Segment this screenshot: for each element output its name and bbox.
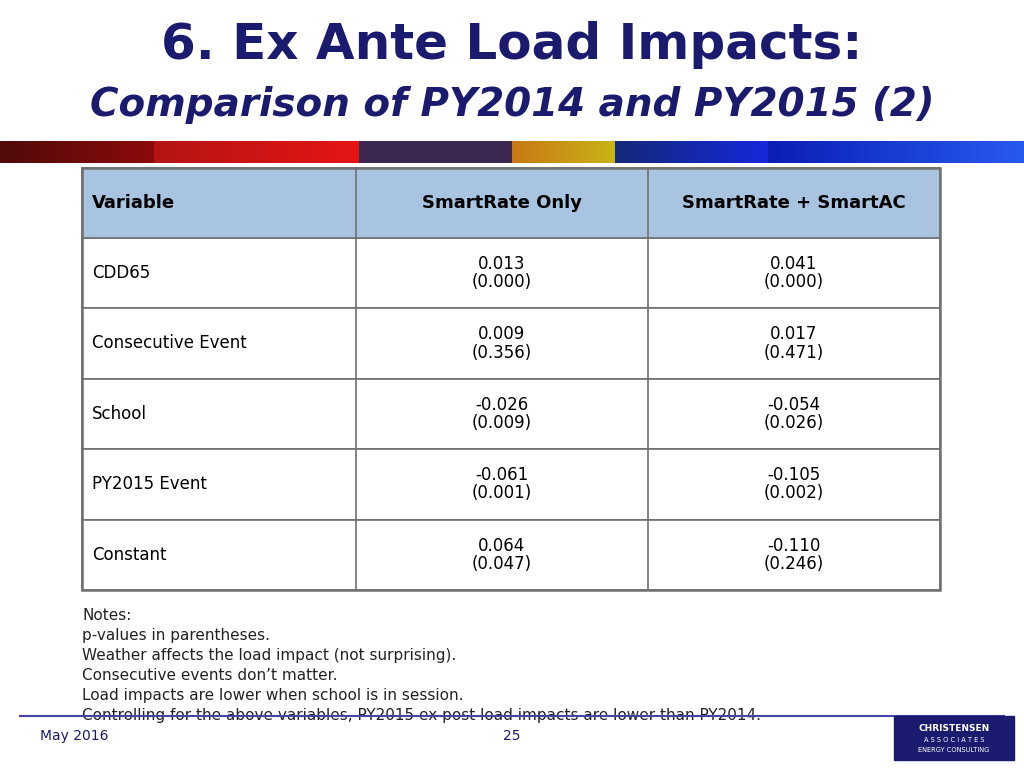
Text: Comparison of PY2014 and PY2015 (2): Comparison of PY2014 and PY2015 (2) (90, 86, 934, 124)
Text: (0.009): (0.009) (472, 414, 531, 432)
Text: -0.054: -0.054 (767, 396, 820, 414)
Bar (82, 237, 940, 308)
Text: Weather affects the load impact (not surprising).: Weather affects the load impact (not sur… (82, 648, 457, 663)
Text: (0.356): (0.356) (472, 343, 531, 362)
Text: Controlling for the above variables, PY2015 ex post load impacts are lower than : Controlling for the above variables, PY2… (82, 708, 761, 723)
Bar (82, 308, 940, 379)
Text: Load impacts are lower when school is in session.: Load impacts are lower when school is in… (82, 688, 464, 703)
Text: (0.246): (0.246) (764, 555, 824, 573)
Text: School: School (92, 405, 147, 423)
Bar (82, 168, 940, 237)
Text: CHRISTENSEN: CHRISTENSEN (919, 723, 989, 733)
Text: Consecutive Event: Consecutive Event (92, 334, 247, 353)
Bar (82, 379, 940, 449)
Text: (0.002): (0.002) (764, 485, 824, 502)
Text: Constant: Constant (92, 546, 167, 564)
Text: CDD65: CDD65 (92, 264, 151, 282)
Text: 0.017: 0.017 (770, 325, 817, 343)
Text: (0.000): (0.000) (764, 273, 824, 291)
Bar (894, 716, 1014, 760)
Text: 0.041: 0.041 (770, 255, 817, 273)
Text: Consecutive events don’t matter.: Consecutive events don’t matter. (82, 668, 338, 683)
Text: Notes:: Notes: (82, 608, 131, 623)
Text: (0.471): (0.471) (764, 343, 824, 362)
Text: 0.064: 0.064 (478, 537, 525, 554)
Text: A S S O C I A T E S: A S S O C I A T E S (924, 737, 984, 743)
Text: ENERGY CONSULTING: ENERGY CONSULTING (919, 747, 989, 753)
Text: 6. Ex Ante Load Impacts:: 6. Ex Ante Load Impacts: (162, 21, 862, 69)
Text: May 2016: May 2016 (40, 729, 109, 743)
Text: SmartRate Only: SmartRate Only (422, 194, 582, 212)
Text: (0.001): (0.001) (472, 485, 531, 502)
Text: -0.061: -0.061 (475, 466, 528, 484)
Text: PY2015 Event: PY2015 Event (92, 475, 207, 493)
Text: 0.009: 0.009 (478, 325, 525, 343)
Text: (0.000): (0.000) (472, 273, 531, 291)
Text: 25: 25 (503, 729, 521, 743)
Text: -0.105: -0.105 (767, 466, 820, 484)
Bar (82, 449, 940, 519)
Bar (82, 519, 940, 590)
Text: Variable: Variable (92, 194, 175, 212)
Bar (82, 168, 940, 590)
Text: SmartRate + SmartAC: SmartRate + SmartAC (682, 194, 906, 212)
Text: 0.013: 0.013 (478, 255, 525, 273)
Text: (0.026): (0.026) (764, 414, 824, 432)
Text: -0.026: -0.026 (475, 396, 528, 414)
Text: -0.110: -0.110 (767, 537, 820, 554)
Text: p-values in parentheses.: p-values in parentheses. (82, 628, 270, 643)
Text: (0.047): (0.047) (472, 555, 531, 573)
